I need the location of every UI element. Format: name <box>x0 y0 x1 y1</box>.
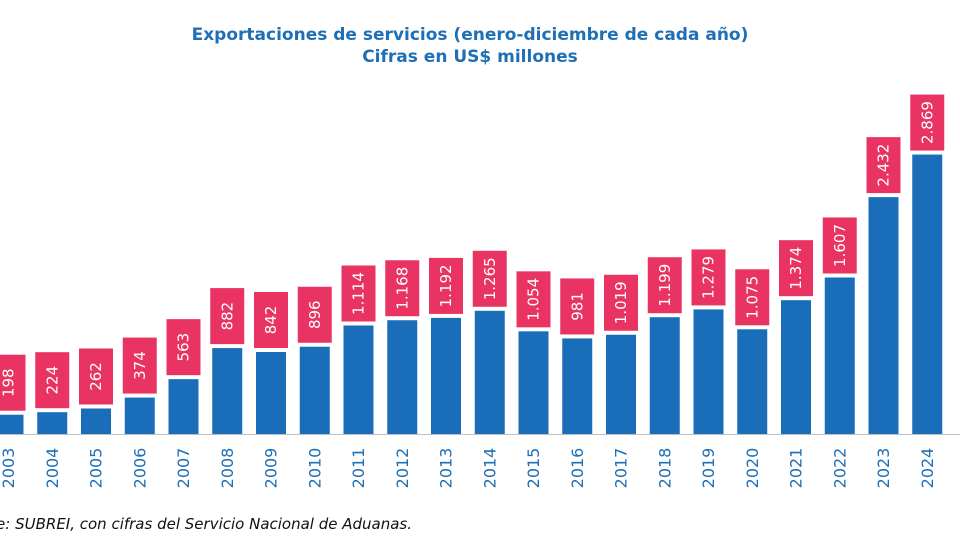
value-box-2019 <box>691 249 726 306</box>
bar-2004 <box>37 412 68 434</box>
value-box-2014 <box>472 250 507 307</box>
value-box-2011 <box>341 265 376 322</box>
value-box-2015 <box>516 271 551 328</box>
bar-2023 <box>868 197 899 434</box>
bar-2014 <box>474 310 505 434</box>
value-box-2003 <box>0 354 26 411</box>
value-label-2017: 1.019 <box>612 281 630 324</box>
tick-label-2010: 2010 <box>305 448 324 489</box>
value-label-2019: 1.279 <box>700 256 718 299</box>
chart-title: Exportaciones de servicios (enero-diciem… <box>0 24 940 68</box>
value-label-2006: 374 <box>131 351 149 380</box>
bar-2003 <box>0 414 24 434</box>
value-label-2020: 1.075 <box>743 276 761 319</box>
value-box-2013 <box>429 257 463 314</box>
value-box-2018 <box>647 257 682 314</box>
value-box-2006 <box>122 337 157 394</box>
bar-2010 <box>299 346 330 434</box>
chart-title-line1: Exportaciones de servicios (enero-diciem… <box>191 25 749 45</box>
value-label-2014: 1.265 <box>481 257 499 300</box>
value-box-2020 <box>735 269 770 326</box>
value-box-2022 <box>822 217 857 274</box>
value-label-2018: 1.199 <box>656 264 674 307</box>
bar-2008 <box>212 348 243 434</box>
bar-2018 <box>649 317 680 434</box>
chart-subtitle: Cifras en US$ millones <box>362 47 578 67</box>
tick-label-2022: 2022 <box>830 448 849 489</box>
bar-2022 <box>824 277 855 434</box>
value-label-2005: 262 <box>87 362 105 391</box>
tick-label-2018: 2018 <box>655 448 674 489</box>
bar-2005 <box>81 408 111 434</box>
value-box-2021 <box>779 240 813 297</box>
value-label-2015: 1.054 <box>525 278 543 321</box>
bar-2017 <box>606 334 636 434</box>
bar-2020 <box>737 329 768 434</box>
value-label-2011: 1.114 <box>350 272 368 315</box>
tick-label-2009: 2009 <box>262 448 281 489</box>
tick-label-2024: 2024 <box>918 448 937 489</box>
tick-label-2011: 2011 <box>349 448 368 489</box>
bar-2012 <box>387 320 418 434</box>
value-label-2024: 2.869 <box>918 101 936 144</box>
value-label-2007: 563 <box>175 333 193 362</box>
value-label-2013: 1.192 <box>437 264 455 307</box>
tick-label-2015: 2015 <box>524 448 543 489</box>
value-label-2021: 1.374 <box>787 247 805 290</box>
value-box-2005 <box>79 348 113 405</box>
tick-label-2016: 2016 <box>568 448 587 489</box>
tick-label-2007: 2007 <box>174 448 193 489</box>
value-label-2009: 842 <box>262 306 280 335</box>
value-box-2017 <box>604 274 638 331</box>
tick-label-2019: 2019 <box>699 448 718 489</box>
tick-label-2014: 2014 <box>480 448 499 489</box>
value-label-2012: 1.168 <box>393 267 411 310</box>
tick-label-2020: 2020 <box>743 448 762 489</box>
bar-2024 <box>912 154 943 435</box>
source-note: ite: SUBREI, con cifras del Servicio Nac… <box>0 515 413 533</box>
tick-label-2017: 2017 <box>612 448 631 489</box>
value-label-2003: 198 <box>0 368 18 397</box>
bar-2013 <box>431 317 461 434</box>
value-box-2007 <box>166 319 201 376</box>
bar-2021 <box>781 300 811 434</box>
bar-2019 <box>693 309 724 434</box>
bar-2006 <box>124 397 155 434</box>
value-box-2004 <box>35 352 70 409</box>
tick-label-2006: 2006 <box>130 448 149 489</box>
value-box-2008 <box>210 288 245 345</box>
tick-label-2023: 2023 <box>874 448 893 489</box>
tick-label-2021: 2021 <box>787 448 806 489</box>
tick-label-2013: 2013 <box>437 448 456 489</box>
bar-2011 <box>343 325 374 434</box>
bar-2016 <box>562 338 593 434</box>
bar-2015 <box>518 331 549 434</box>
tick-label-2008: 2008 <box>218 448 237 489</box>
value-label-2023: 2.432 <box>875 144 893 187</box>
value-box-2010 <box>297 286 332 343</box>
value-box-2023 <box>866 137 901 194</box>
bar-2007 <box>168 379 199 434</box>
value-label-2010: 896 <box>306 300 324 329</box>
value-label-2022: 1.607 <box>831 224 849 267</box>
tick-label-2005: 2005 <box>87 448 106 489</box>
tick-label-2012: 2012 <box>393 448 412 489</box>
value-label-2004: 224 <box>43 366 61 395</box>
bar-2009 <box>256 351 286 434</box>
value-box-2012 <box>385 260 420 317</box>
value-label-2008: 882 <box>218 302 236 331</box>
value-label-2016: 981 <box>568 292 586 321</box>
value-box-2016 <box>560 278 595 335</box>
value-box-2009 <box>254 291 288 348</box>
value-box-2024 <box>910 94 945 151</box>
tick-label-2003: 2003 <box>0 448 18 489</box>
tick-label-2004: 2004 <box>43 448 62 489</box>
